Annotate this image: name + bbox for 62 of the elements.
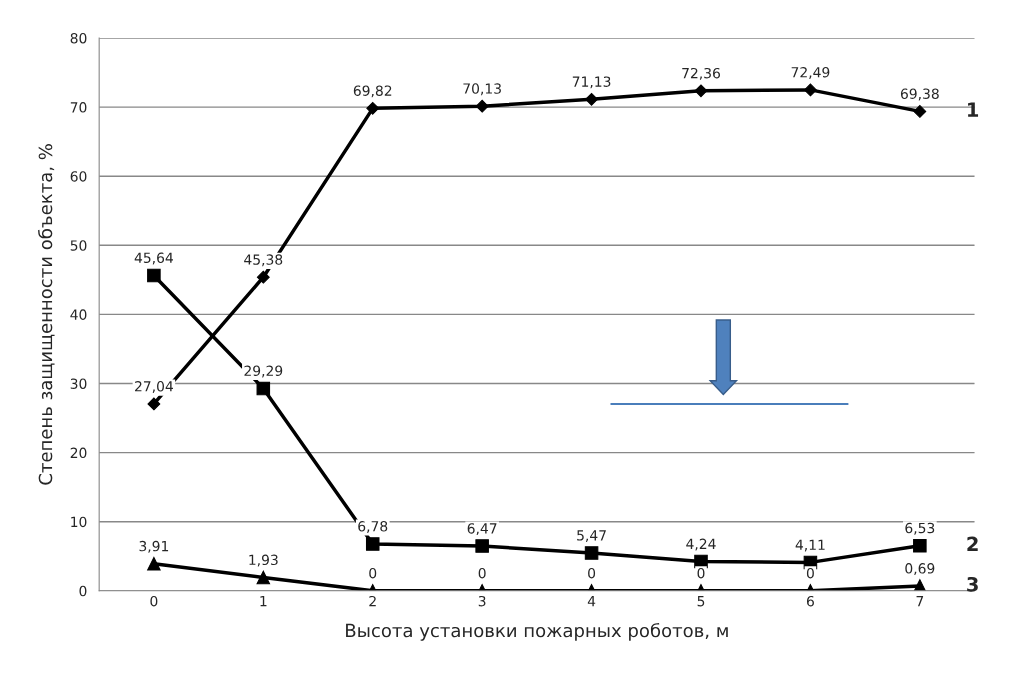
data-label: 0,69 (905, 563, 935, 576)
x-axis-title: Высота установки пожарных роботов, м (346, 623, 728, 641)
x-tick-label: 3 (478, 595, 486, 607)
point (913, 538, 927, 553)
text: 3 (967, 576, 978, 592)
x-tick-label: 7 (916, 596, 924, 607)
text: 2 (967, 536, 978, 552)
data-label: 1,93 (249, 554, 278, 567)
data-label: 5,47 (577, 530, 606, 543)
data-label: 69,38 (900, 88, 939, 101)
data-label: 6,53 (905, 522, 935, 535)
y-tick-label: 0 (79, 585, 87, 597)
data-label: 0 (478, 567, 486, 579)
data-label: 45,38 (244, 254, 283, 267)
point (147, 397, 161, 411)
y-tick-label: 30 (70, 378, 87, 389)
x-tick-label: 0 (150, 595, 158, 607)
x-tick-label: 1 (260, 596, 267, 607)
y-tick-label: 80 (70, 32, 87, 44)
point (913, 104, 927, 118)
data-label: 6,47 (467, 523, 497, 536)
point (147, 557, 161, 571)
y-tick-label: 70 (70, 102, 87, 113)
data-label: 0 (369, 567, 377, 579)
x-tick-label: 2 (369, 595, 376, 607)
point (256, 270, 270, 284)
data-label: 27,04 (135, 381, 173, 393)
y-tick-label: 50 (70, 240, 87, 251)
data-label: 3,91 (139, 540, 169, 553)
data-label: 4,24 (686, 538, 716, 551)
point (366, 101, 380, 115)
point (256, 381, 271, 396)
point (256, 570, 271, 585)
data-label: 71,13 (572, 76, 611, 89)
point (365, 537, 380, 551)
data-label: 4,11 (795, 539, 825, 552)
y-tick-label: 10 (71, 516, 87, 528)
data-label: 29,29 (244, 365, 283, 378)
data-label: 72,36 (682, 67, 721, 80)
y-axis-title: Степень защищенности объекта, % (38, 144, 55, 485)
data-label: 45,64 (134, 252, 173, 265)
y-tick-label: 40 (70, 309, 87, 320)
x-tick-label: 6 (806, 595, 814, 607)
data-label: 69,82 (353, 85, 392, 98)
data-label: 72,49 (791, 66, 830, 79)
data-label: 0 (806, 567, 814, 579)
data-label: 0 (588, 567, 596, 579)
point (475, 99, 489, 113)
point (147, 268, 161, 283)
point (585, 92, 598, 106)
data-label: 6,78 (358, 521, 388, 533)
y-tick-label: 20 (70, 447, 87, 459)
x-tick-label: 5 (697, 596, 705, 607)
point (694, 84, 708, 98)
point (475, 539, 489, 553)
y-tick-label: 60 (70, 171, 87, 182)
point (804, 83, 817, 97)
point (584, 546, 599, 560)
data-label: 70,13 (463, 83, 501, 96)
data-label: 0 (697, 567, 705, 579)
text: 1 (968, 102, 979, 117)
x-tick-label: 4 (587, 596, 596, 607)
